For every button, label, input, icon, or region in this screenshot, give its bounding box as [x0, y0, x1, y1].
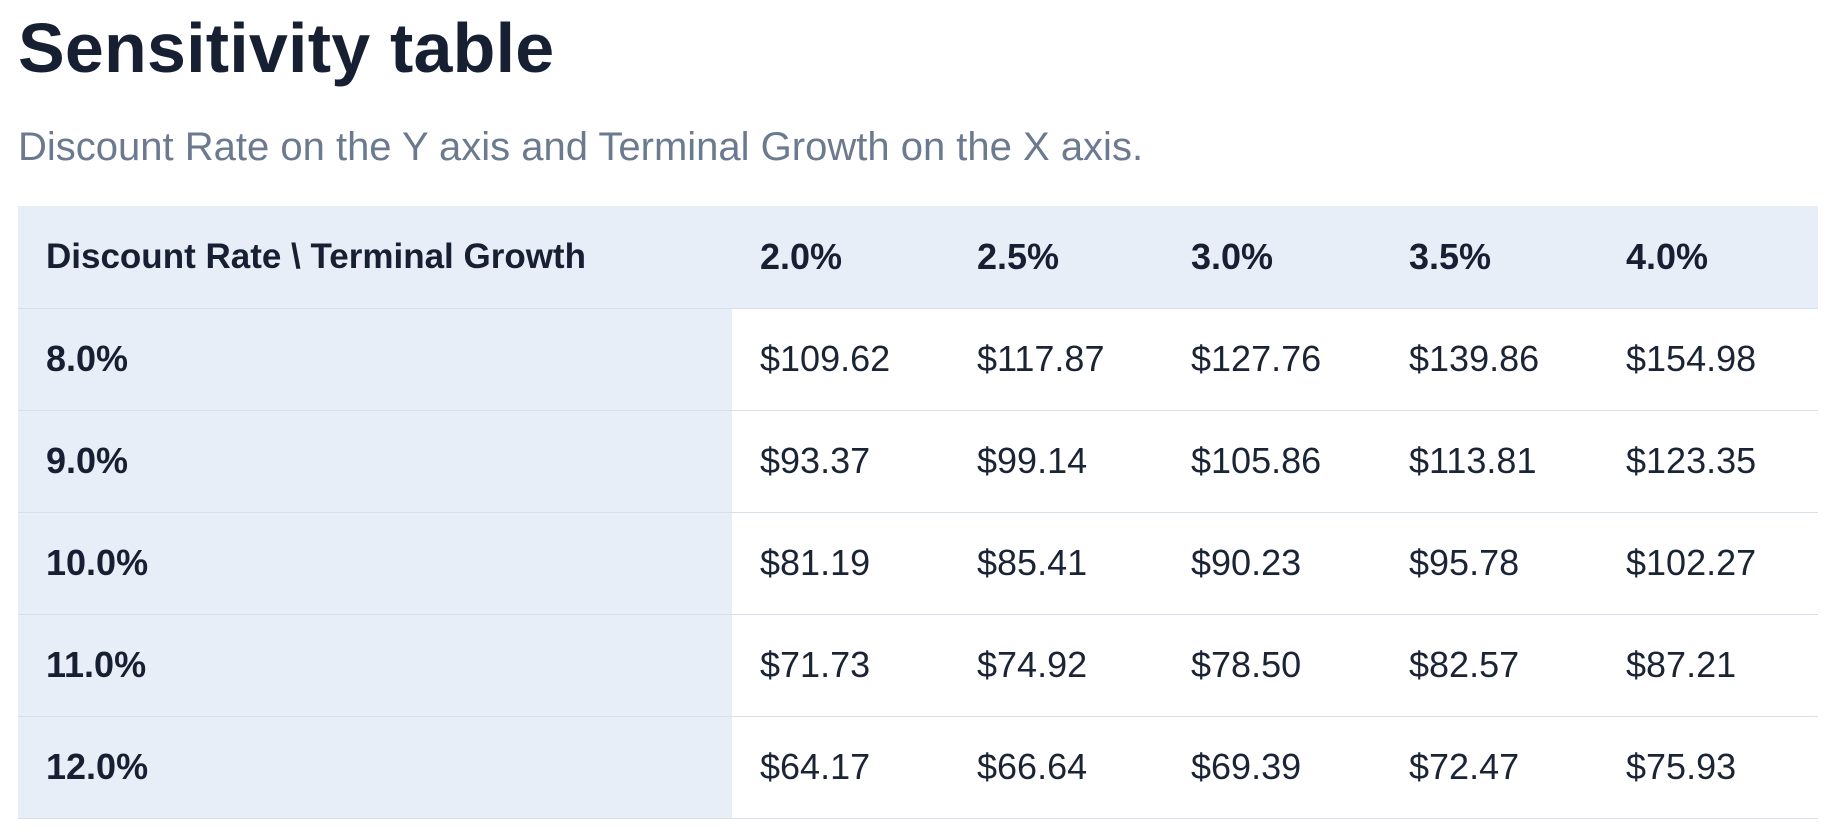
table-cell: $99.14 [949, 410, 1163, 513]
table-row: 11.0% $71.73 $74.92 $78.50 $82.57 $87.21 [18, 614, 1818, 717]
table-cell: $85.41 [949, 512, 1163, 615]
row-header: 9.0% [18, 410, 732, 513]
page-subtitle: Discount Rate on the Y axis and Terminal… [18, 125, 1144, 169]
row-header: 8.0% [18, 308, 732, 411]
table-cell: $127.76 [1163, 308, 1381, 411]
table-cell: $102.27 [1598, 512, 1818, 615]
table-cell: $95.78 [1381, 512, 1598, 615]
table-cell: $87.21 [1598, 614, 1818, 717]
table-cell: $154.98 [1598, 308, 1818, 411]
sensitivity-table: Discount Rate \ Terminal Growth 2.0% 2.5… [18, 206, 1818, 819]
table-cell: $117.87 [949, 308, 1163, 411]
table-cell: $75.93 [1598, 716, 1818, 819]
table-cell: $139.86 [1381, 308, 1598, 411]
page-title: Sensitivity table [18, 9, 555, 87]
row-header: 12.0% [18, 716, 732, 819]
table-row: 12.0% $64.17 $66.64 $69.39 $72.47 $75.93 [18, 716, 1818, 819]
column-header: 3.0% [1163, 206, 1381, 309]
table-cell: $123.35 [1598, 410, 1818, 513]
table-row: 9.0% $93.37 $99.14 $105.86 $113.81 $123.… [18, 410, 1818, 513]
header-row: Discount Rate \ Terminal Growth 2.0% 2.5… [18, 206, 1818, 309]
table-cell: $113.81 [1381, 410, 1598, 513]
table-cell: $72.47 [1381, 716, 1598, 819]
column-header: 3.5% [1381, 206, 1598, 309]
column-header: 2.0% [732, 206, 949, 309]
table-body: 8.0% $109.62 $117.87 $127.76 $139.86 $15… [18, 308, 1818, 819]
table-cell: $71.73 [732, 614, 949, 717]
table-cell: $109.62 [732, 308, 949, 411]
table-cell: $69.39 [1163, 716, 1381, 819]
table-cell: $74.92 [949, 614, 1163, 717]
table-cell: $93.37 [732, 410, 949, 513]
table-cell: $64.17 [732, 716, 949, 819]
table-cell: $82.57 [1381, 614, 1598, 717]
table-row: 10.0% $81.19 $85.41 $90.23 $95.78 $102.2… [18, 512, 1818, 615]
table-cell: $81.19 [732, 512, 949, 615]
row-header: 11.0% [18, 614, 732, 717]
column-header: 4.0% [1598, 206, 1818, 309]
table-cell: $78.50 [1163, 614, 1381, 717]
table-cell: $66.64 [949, 716, 1163, 819]
table-header: Discount Rate \ Terminal Growth 2.0% 2.5… [18, 206, 1818, 309]
row-header: 10.0% [18, 512, 732, 615]
table-row: 8.0% $109.62 $117.87 $127.76 $139.86 $15… [18, 308, 1818, 411]
table-cell: $90.23 [1163, 512, 1381, 615]
table-cell: $105.86 [1163, 410, 1381, 513]
corner-label: Discount Rate \ Terminal Growth [18, 206, 732, 309]
column-header: 2.5% [949, 206, 1163, 309]
